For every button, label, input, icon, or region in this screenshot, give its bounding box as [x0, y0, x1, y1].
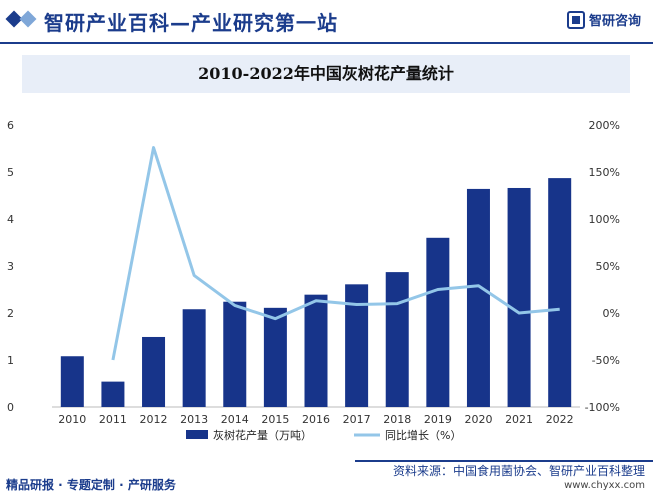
y-right-tick-label: 200%	[589, 119, 620, 132]
legend-swatch-production	[186, 430, 208, 439]
bar	[466, 188, 490, 407]
y-right-tick-label: 0%	[603, 307, 620, 320]
bar	[182, 309, 206, 407]
y-left-tick-label: 4	[7, 213, 14, 226]
diamond-icon	[19, 10, 37, 28]
x-tick-label: 2014	[221, 413, 249, 426]
x-tick-label: 2015	[261, 413, 289, 426]
logo-icon	[566, 10, 585, 29]
y-left-tick-label: 0	[7, 401, 14, 414]
bar	[548, 178, 572, 407]
bar	[223, 301, 247, 407]
y-left-tick-label: 5	[7, 166, 14, 179]
bar	[142, 336, 166, 407]
legend-label-production: 灰树花产量（万吨）	[213, 428, 312, 442]
logo-text: 智研咨询	[588, 14, 641, 29]
x-tick-label: 2021	[505, 413, 533, 426]
growth-line	[111, 146, 560, 361]
y-left-tick-label: 1	[7, 354, 14, 367]
header-bar: 智研产业百科—产业研究第一站 智研咨询	[0, 0, 653, 44]
y-left-tick-label: 6	[7, 119, 14, 132]
x-tick-label: 2012	[140, 413, 168, 426]
data-source: 资料来源：中国食用菌协会、智研产业百科整理	[392, 464, 645, 478]
bar	[507, 187, 531, 407]
x-tick-label: 2010	[58, 413, 86, 426]
x-tick-label: 2018	[383, 413, 411, 426]
chart-title-band: 2010-2022年中国灰树花产量统计	[22, 55, 630, 93]
footer-tagline: 精品研报 · 专题定制 · 产研服务	[6, 478, 176, 492]
chart-area: 0 1 2 3 4 5 6 -100% -50% 0% 50% 100% 150% 200% 2010 201…	[7, 119, 620, 442]
x-tick-label: 2011	[99, 413, 127, 426]
bar	[101, 381, 125, 407]
footer-url: www.chyxx.com	[564, 480, 645, 491]
x-tick-label: 2022	[546, 413, 574, 426]
y-right-tick-label: 50%	[596, 260, 620, 273]
footer: 精品研报 · 专题定制 · 产研服务 资料来源：中国食用菌协会、智研产业百科整理…	[0, 460, 653, 496]
bar	[345, 284, 369, 407]
bar	[385, 272, 409, 407]
x-tick-label: 2013	[180, 413, 208, 426]
x-tick-label: 2017	[343, 413, 371, 426]
y-right-tick-label: 150%	[589, 166, 620, 179]
legend-label-growth: 同比增长（%）	[385, 428, 461, 442]
y-right-tick-label: 100%	[589, 213, 620, 226]
y-right-tick-label: -100%	[585, 401, 620, 414]
footer-divider	[355, 460, 653, 462]
bar	[304, 294, 328, 407]
chart-title: 2010-2022年中国灰树花产量统计	[198, 64, 454, 83]
y-left-tick-label: 2	[7, 307, 14, 320]
header-divider	[0, 42, 653, 44]
y-right-tick-label: -50%	[592, 354, 620, 367]
x-tick-label: 2016	[302, 413, 330, 426]
brand-logo: 智研咨询	[566, 10, 641, 29]
header-title: 智研产业百科—产业研究第一站	[44, 11, 338, 35]
y-left-tick-label: 3	[7, 260, 14, 273]
bar	[263, 307, 287, 407]
x-tick-label: 2020	[464, 413, 492, 426]
bar	[426, 237, 450, 407]
bar	[60, 356, 84, 407]
x-tick-label: 2019	[424, 413, 452, 426]
